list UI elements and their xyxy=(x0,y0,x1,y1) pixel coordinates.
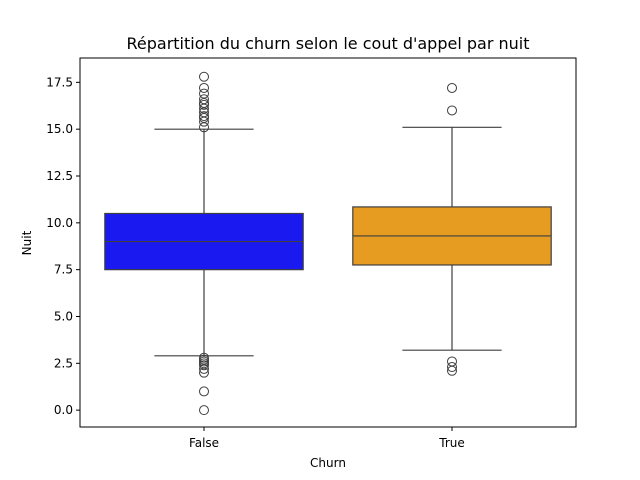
box-group xyxy=(352,82,552,376)
outlier-point xyxy=(199,88,209,99)
outlier-point xyxy=(447,82,457,93)
y-tick-label: 15.0 xyxy=(46,122,73,136)
outlier-point xyxy=(199,94,209,105)
y-tick-label: 10.0 xyxy=(46,216,73,230)
y-tick-label: 0.0 xyxy=(54,403,73,417)
x-tick-label: False xyxy=(189,436,219,450)
y-axis: 0.0 2.5 5.0 7.5 10.0 12.5 15.0 17.5 xyxy=(46,75,80,417)
box-group xyxy=(104,71,304,416)
x-tick-label: True xyxy=(438,436,465,450)
y-tick-label: 17.5 xyxy=(46,75,73,89)
x-axis-label: Churn xyxy=(310,456,346,470)
outlier-point xyxy=(199,82,209,93)
plot-area xyxy=(104,71,552,416)
outlier-point xyxy=(199,386,209,397)
outlier-point xyxy=(199,363,209,374)
y-axis-label: Nuit xyxy=(20,230,34,255)
chart-title: Répartition du churn selon le cout d'app… xyxy=(127,34,530,53)
outlier-point xyxy=(199,71,209,82)
outlier-point xyxy=(199,405,209,416)
outlier-point xyxy=(199,360,209,371)
outlier-point xyxy=(447,362,457,373)
outlier-point xyxy=(447,365,457,376)
y-tick-label: 2.5 xyxy=(54,356,73,370)
outlier-point xyxy=(199,367,209,378)
plot-frame xyxy=(79,57,577,428)
y-tick-label: 7.5 xyxy=(54,263,73,277)
y-tick-label: 5.0 xyxy=(54,309,73,323)
x-axis: False True xyxy=(189,427,465,450)
y-tick-label: 12.5 xyxy=(46,169,73,183)
outlier-point xyxy=(199,111,209,122)
outlier-point xyxy=(447,105,457,116)
